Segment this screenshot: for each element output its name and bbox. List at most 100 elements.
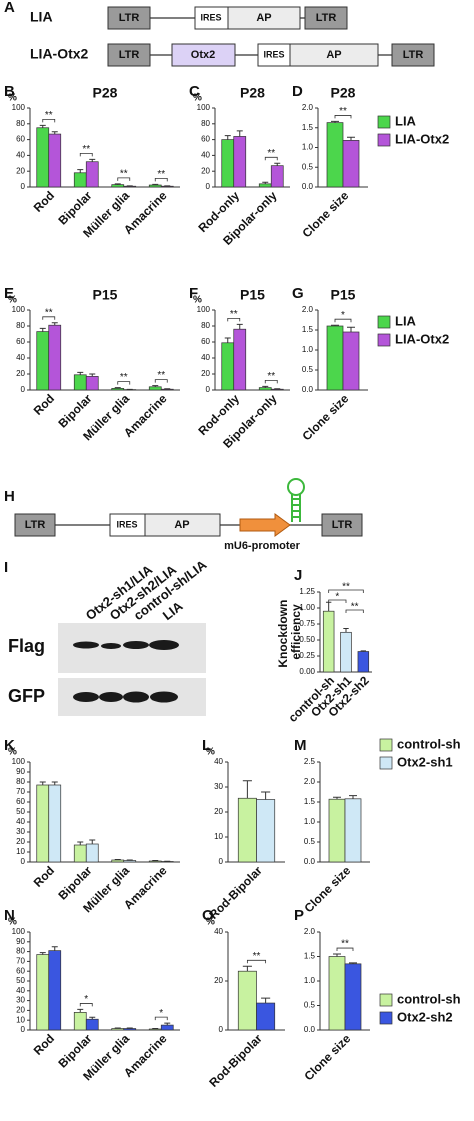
y-tick-label: 0.50 xyxy=(299,635,315,644)
y-axis-label: % xyxy=(8,747,17,758)
y-tick-label: 10 xyxy=(16,847,25,856)
panel-letter: L xyxy=(202,737,211,754)
y-tick-label: 30 xyxy=(16,996,25,1005)
significance-bracket xyxy=(345,609,364,613)
error-bar xyxy=(224,337,231,343)
x-tick-label: Rod-Bipolar xyxy=(206,863,265,922)
y-tick-label: 20 xyxy=(201,166,210,175)
chart-title: P28 xyxy=(240,85,265,101)
error-bar xyxy=(274,162,281,166)
bar xyxy=(258,387,272,391)
y-tick-label: 40 xyxy=(201,151,210,160)
significance-bracket xyxy=(328,589,364,593)
y-tick-label: 0.5 xyxy=(302,365,314,374)
box-label: LTR xyxy=(25,519,46,531)
panel-letter: K xyxy=(4,737,15,754)
legend-swatch xyxy=(377,333,391,347)
panel-letter: A xyxy=(4,0,15,16)
construct-name: LIA-Otx2 xyxy=(30,46,89,62)
y-tick-label: 20 xyxy=(201,369,210,378)
legend-label: LIA xyxy=(395,113,417,128)
bar xyxy=(73,172,87,188)
y-tick-label: 20 xyxy=(16,166,25,175)
x-tick-label: Clone size xyxy=(301,863,353,915)
bar xyxy=(73,844,87,863)
y-tick-label: 2.0 xyxy=(302,103,314,112)
y-tick-label: 40 xyxy=(201,353,210,362)
box-label: IRES xyxy=(200,12,221,22)
panel-letter: F xyxy=(189,285,198,302)
box-label: LTR xyxy=(316,12,337,24)
box-label: AP xyxy=(326,49,341,61)
y-tick-label: 0.0 xyxy=(304,1025,316,1034)
ap-box xyxy=(144,513,221,537)
y-tick-label: 1.0 xyxy=(304,976,316,985)
ltr-box xyxy=(107,6,151,30)
legend-swatch xyxy=(379,756,393,770)
significance-bracket xyxy=(154,1016,168,1021)
ap-box xyxy=(227,6,301,30)
y-tick-label: 2.0 xyxy=(302,305,314,314)
y-tick-label: 60 xyxy=(16,135,25,144)
error-bar xyxy=(349,795,357,799)
box-label: LTR xyxy=(403,49,424,61)
x-tick-label: Clone size xyxy=(301,1031,353,1083)
error-bar xyxy=(261,791,271,800)
bar xyxy=(111,1028,125,1031)
y-tick-label: 0.00 xyxy=(299,667,315,676)
y-axis-label: % xyxy=(8,295,17,306)
y-tick-label: 1.00 xyxy=(299,603,315,612)
bar xyxy=(328,798,346,863)
bar xyxy=(357,651,370,673)
panel-letter: H xyxy=(4,488,15,505)
bar xyxy=(48,784,62,863)
y-axis-label: % xyxy=(8,93,17,104)
y-tick-label: 0.5 xyxy=(302,162,314,171)
error-bar xyxy=(262,385,269,388)
legend-label: control-sh xyxy=(397,991,461,1006)
bar xyxy=(123,860,137,863)
error-bar xyxy=(347,136,355,141)
ltr-box xyxy=(107,43,151,67)
significance-label: ** xyxy=(339,106,347,117)
legend-label: Otx2-sh1 xyxy=(397,754,453,769)
error-bar xyxy=(39,952,46,955)
y-tick-label: 0.0 xyxy=(304,857,316,866)
x-tick-label: Rod xyxy=(31,1031,57,1057)
significance-label: ** xyxy=(82,144,90,155)
bar xyxy=(111,184,125,188)
bar xyxy=(73,374,87,391)
y-axis-label: % xyxy=(193,93,202,104)
panel-letter: D xyxy=(292,83,303,100)
y-tick-label: 0.5 xyxy=(304,837,316,846)
chart-title: P15 xyxy=(331,287,356,303)
panel-letter: B xyxy=(4,83,15,100)
bar xyxy=(256,799,276,863)
significance-label: * xyxy=(335,592,339,603)
x-tick-label: Rod xyxy=(31,391,57,417)
bar xyxy=(340,631,352,673)
y-tick-label: 0 xyxy=(219,1025,224,1034)
y-tick-label: 90 xyxy=(16,937,25,946)
box-label: Otx2 xyxy=(191,49,215,61)
y-tick-label: 2.0 xyxy=(304,777,316,786)
error-bar xyxy=(51,946,58,951)
bar xyxy=(322,610,335,673)
bar xyxy=(85,1018,99,1031)
bar xyxy=(148,1028,162,1031)
error-bar xyxy=(360,650,367,652)
error-bar xyxy=(331,120,339,123)
error-bar xyxy=(89,1016,96,1020)
error-bar xyxy=(114,859,121,860)
y-tick-label: 1.5 xyxy=(302,325,314,334)
y-tick-label: 40 xyxy=(214,757,223,766)
y-tick-label: 40 xyxy=(16,353,25,362)
y-tick-label: 100 xyxy=(197,305,211,314)
error-bar xyxy=(114,387,121,389)
bar xyxy=(221,342,235,391)
significance-label: ** xyxy=(157,370,165,381)
bar xyxy=(148,860,162,863)
y-tick-label: 1.0 xyxy=(302,143,314,152)
error-bar xyxy=(236,323,243,330)
